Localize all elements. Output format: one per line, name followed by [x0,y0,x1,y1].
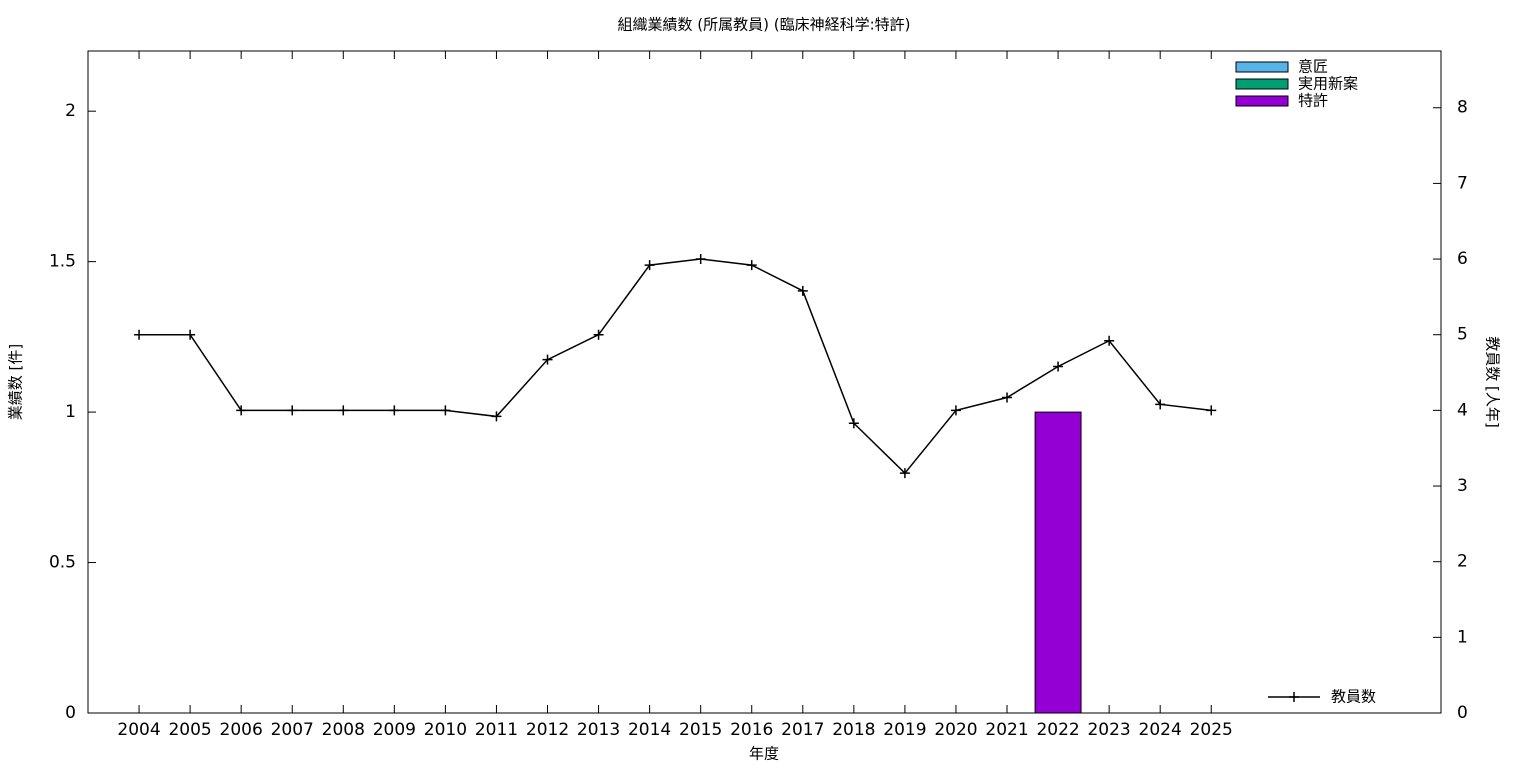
x-tick-label: 2006 [220,720,263,740]
point-marker [797,285,808,296]
point-marker [134,329,145,340]
x-tick-label: 2004 [117,720,160,740]
x-tick-label: 2010 [424,720,467,740]
point-marker [1002,392,1013,403]
y2-axis-label: 教員数 [人年] [1484,336,1502,427]
x-tick-label: 2005 [168,720,211,740]
point-marker [899,468,910,479]
y-tick-label: 2 [65,101,76,121]
x-axis-label: 年度 [749,745,779,763]
point-marker [746,260,757,271]
x-tick-label: 2009 [373,720,416,740]
point-marker [695,254,706,265]
y-axis-label: 業績数 [件] [7,344,25,420]
point-marker [287,405,298,416]
x-tick-label: 2022 [1036,720,1079,740]
point-marker [1155,399,1166,410]
x-tick-label: 2007 [271,720,314,740]
x-tick-label: 2016 [730,720,773,740]
y-tick-label: 1 [65,402,76,422]
legend-swatch [1235,95,1289,107]
point-marker [593,329,604,340]
legend-marker [1289,692,1299,702]
x-tick-label: 2017 [781,720,824,740]
point-marker [848,418,859,429]
y2-tick-label: 1 [1457,627,1468,647]
point-marker [185,329,196,340]
x-tick-label: 2008 [322,720,365,740]
legend-label: 教員数 [1331,688,1376,706]
x-tick-label: 2025 [1190,720,1233,740]
point-marker [338,405,349,416]
x-tick-label: 2015 [679,720,722,740]
point-marker [644,260,655,271]
legend-swatch [1235,61,1289,73]
y2-tick-label: 3 [1457,476,1468,496]
y2-tick-label: 2 [1457,552,1468,572]
point-marker [950,405,961,416]
y2-tick-label: 7 [1457,173,1468,193]
point-marker [389,405,400,416]
y2-tick-label: 0 [1457,703,1468,723]
y-tick-label: 0 [65,703,76,723]
line [139,258,1212,475]
point-marker [440,405,451,416]
legend-label: 意匠 [1298,58,1328,76]
point-marker [236,405,247,416]
x-tick-label: 2012 [526,720,569,740]
point-marker [1206,405,1217,416]
x-tick-label: 2024 [1139,720,1182,740]
plot-frame [87,50,1442,714]
x-tick-label: 2020 [934,720,977,740]
x-tick-label: 2021 [985,720,1028,740]
point-marker [542,354,553,365]
point-marker [1053,361,1064,372]
x-tick-label: 2013 [577,720,620,740]
chart-title: 組織業績数 (所属教員) (臨床神経科学:特許) [618,16,911,34]
point-marker [491,411,502,422]
x-tick-label: 2011 [475,720,518,740]
y-tick-label: 0.5 [49,553,76,573]
legend-label: 実用新案 [1298,75,1358,93]
y2-tick-label: 8 [1457,98,1468,118]
legend-label: 特許 [1298,92,1328,110]
y2-tick-label: 5 [1457,325,1468,345]
x-tick-label: 2023 [1087,720,1130,740]
x-tick-label: 2018 [832,720,875,740]
bar [1034,411,1082,714]
y2-tick-label: 6 [1457,249,1468,269]
legend-swatch [1235,78,1289,90]
y2-tick-label: 4 [1457,400,1468,420]
x-tick-label: 2014 [628,720,671,740]
point-marker [1104,335,1115,346]
y-tick-label: 1.5 [49,252,76,272]
x-tick-label: 2019 [883,720,926,740]
